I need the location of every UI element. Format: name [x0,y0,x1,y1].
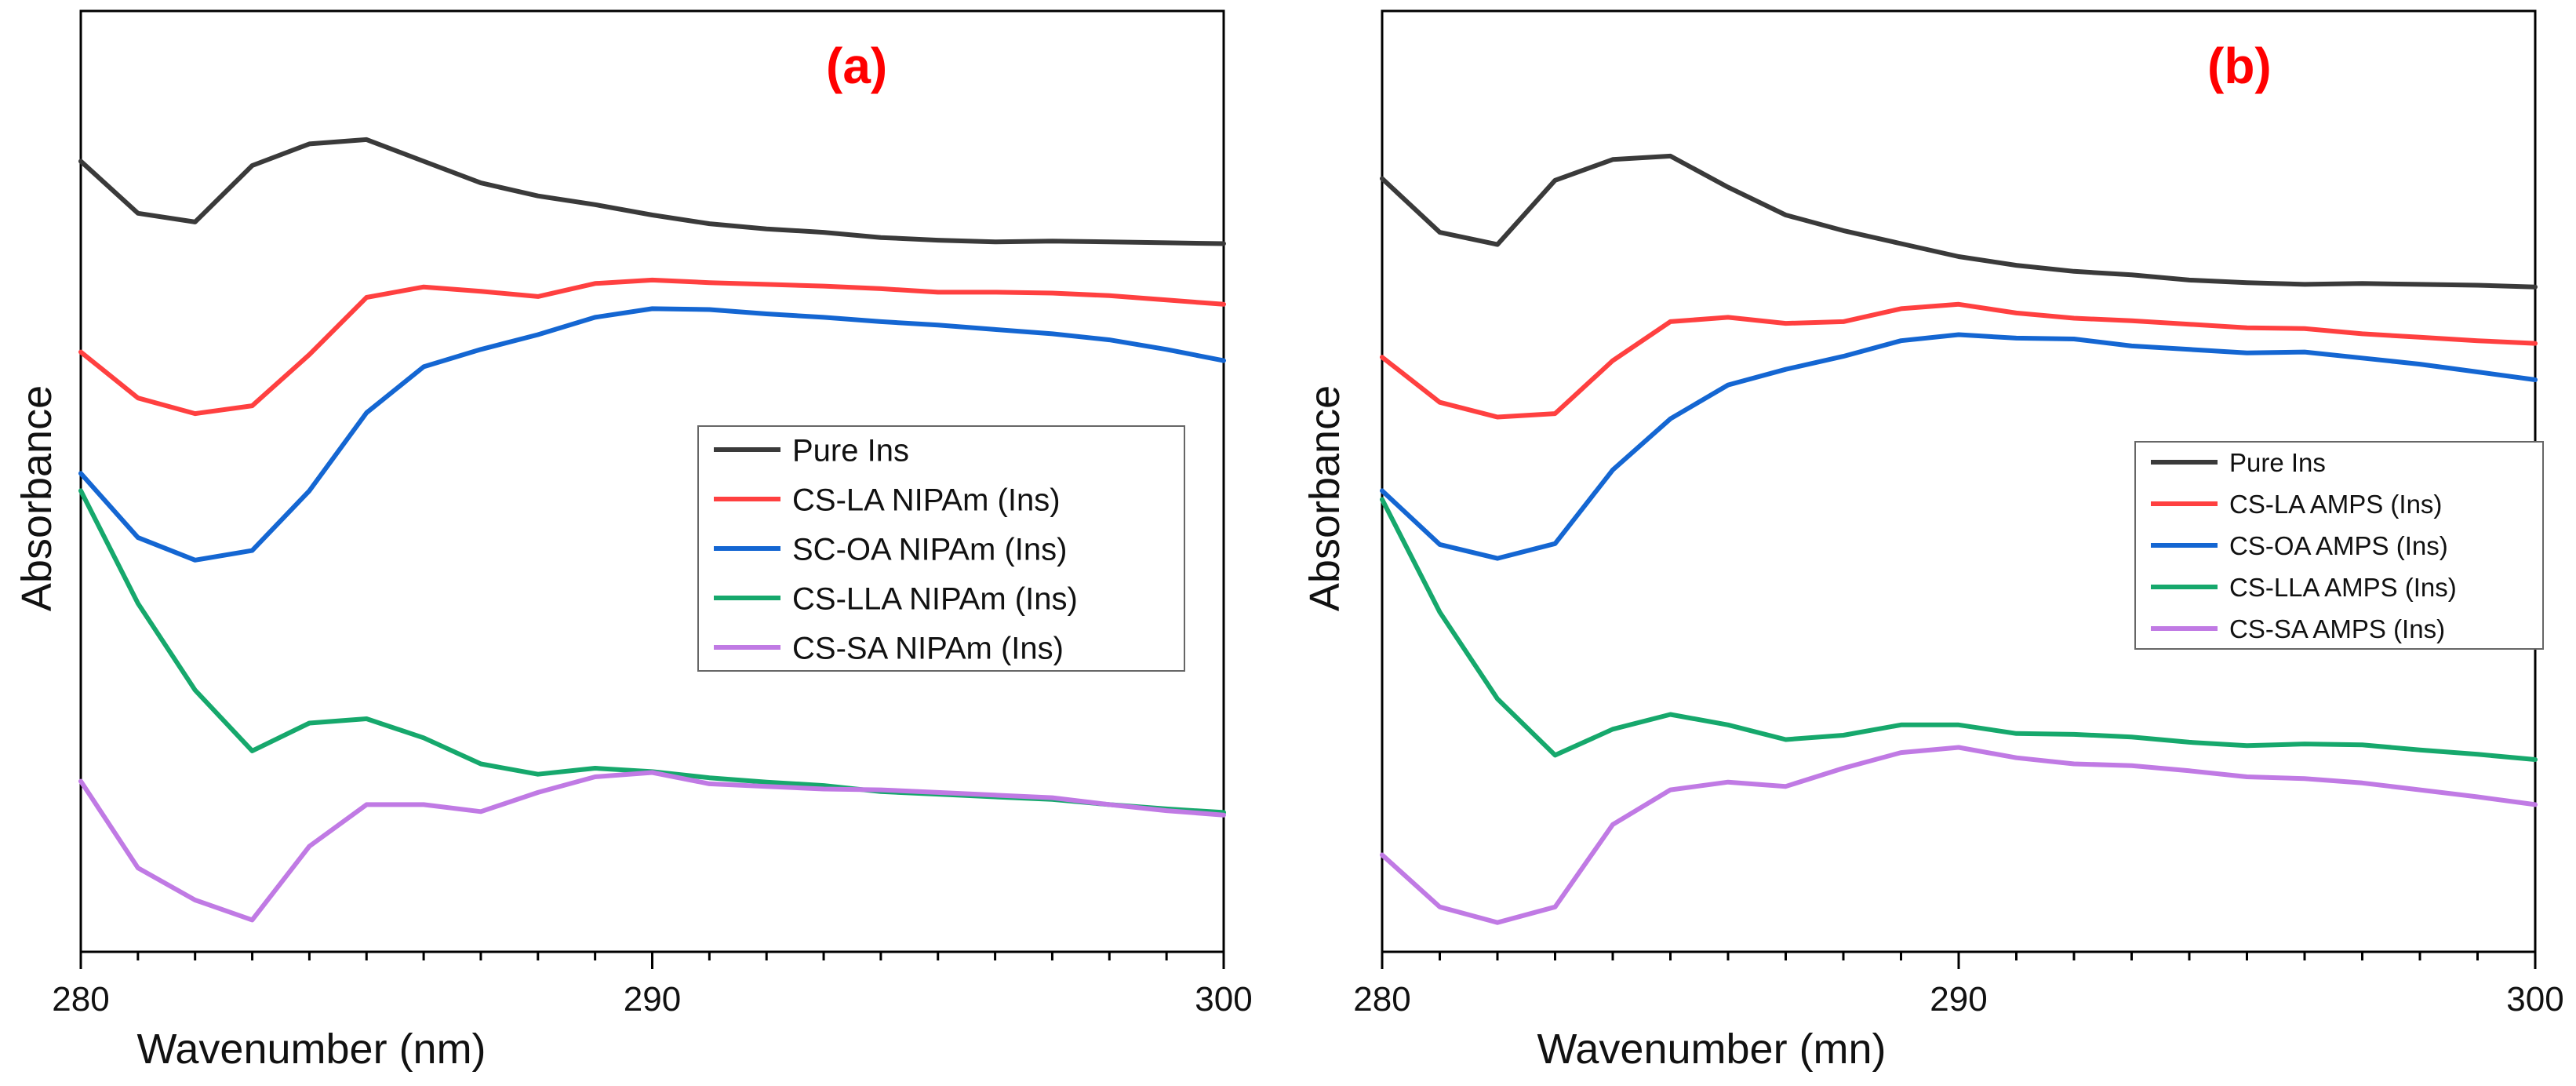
chart-a-series-2 [78,306,1226,563]
chart-b-legend-label-4: CS-SA AMPS (Ins) [2229,614,2445,643]
chart-b-ylabel: Absorbance [1301,385,1348,611]
chart-b-legend-label-3: CS-LLA AMPS (Ins) [2229,573,2457,602]
chart-b-legend-label-2: CS-OA AMPS (Ins) [2229,531,2448,560]
chart-a-panel-label: (a) [826,38,887,94]
chart-b-legend-label-0: Pure Ins [2229,448,2326,477]
chart-a-legend-label-2: SC-OA NIPAm (Ins) [792,532,1067,567]
chart-a-xtick-label-280: 280 [52,980,109,1019]
chart-a: Absorbance Wavenumber (nm) (a) 280 290 300… [13,9,1253,1073]
chart-b: Absorbance Wavenumber (mn) (b) 280 290 300… [1301,9,2564,1073]
chart-a-legend-label-0: Pure Ins [792,433,909,468]
chart-b-xtick-label-300: 300 [2506,980,2563,1019]
chart-a-xlabel: Wavenumber (nm) [136,1026,486,1073]
chart-a-ylabel: Absorbance [13,385,60,611]
panel-a: Absorbance Wavenumber (nm) (a) 280 290 300… [13,9,1253,1073]
chart-a-xtick-label-290: 290 [624,980,681,1019]
chart-b-series-4 [1380,745,2538,925]
chart-b-series-1 [1380,301,2538,420]
chart-b-series-3 [1380,497,2538,762]
chart-a-series-0 [78,137,1226,246]
chart-b-series-0 [1380,153,2538,290]
chart-a-xtick-label-300: 300 [1195,980,1252,1019]
chart-a-legend-label-3: CS-LLA NIPAm (Ins) [792,581,1078,616]
chart-a-legend-label-1: CS-LA NIPAm (Ins) [792,483,1061,517]
panel-b: Absorbance Wavenumber (mn) (b) 280 290 300… [1288,0,2576,1086]
chart-b-xtick-label-290: 290 [1930,980,1987,1019]
chart-a-series-4 [78,770,1226,923]
chart-b-legend-label-1: CS-LA AMPS (Ins) [2229,490,2442,519]
chart-b-series-2 [1380,332,2538,561]
chart-b-xlabel: Wavenumber (mn) [1537,1026,1886,1073]
chart-b-panel-label: (b) [2207,38,2272,94]
chart-a-series-1 [78,277,1226,417]
chart-b-xtick-label-280: 280 [1353,980,1410,1019]
chart-a-legend-label-4: CS-SA NIPAm (Ins) [792,631,1064,665]
